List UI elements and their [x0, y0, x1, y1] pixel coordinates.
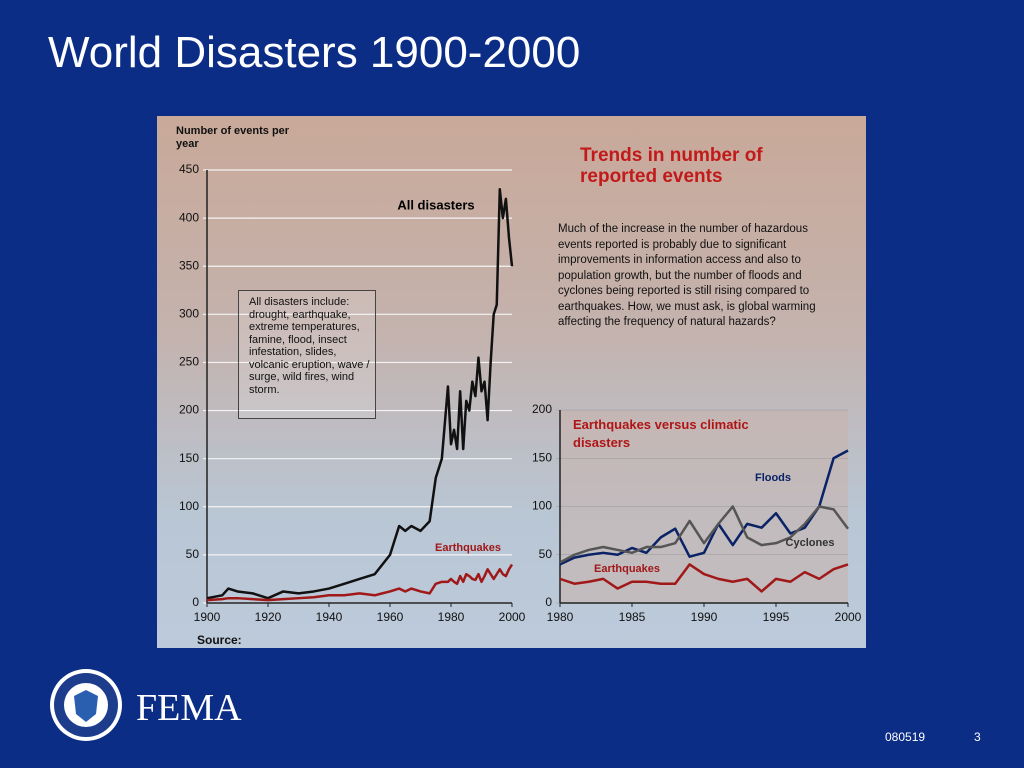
y-tick-label: 150	[179, 451, 199, 465]
seal	[50, 669, 122, 741]
note-box: All disasters include: drought, earthqua…	[238, 290, 376, 419]
x-tick-label: 1900	[194, 610, 221, 624]
series-line	[559, 563, 849, 593]
y-tick-label: 100	[532, 499, 552, 513]
series-line	[206, 563, 514, 602]
y-tick-label: 50	[539, 547, 553, 561]
series-label: Earthquakes	[435, 542, 501, 554]
logo-text: FEMA	[136, 687, 242, 729]
y-tick-label: 0	[545, 595, 552, 609]
y-tick-label: 400	[179, 210, 199, 224]
x-tick-label: 1980	[547, 610, 574, 624]
heading: Trends in number of reported events	[580, 145, 763, 187]
x-tick-label: 1960	[377, 610, 404, 624]
description: Much of the increase in the number of ha…	[558, 223, 816, 328]
series-label: Cyclones	[786, 537, 835, 549]
x-tick-label: 1920	[255, 610, 282, 624]
x-tick-label: 1985	[619, 610, 646, 624]
series-line	[206, 187, 514, 600]
y-tick-label: 200	[179, 403, 199, 417]
x-tick-label: 1995	[763, 610, 790, 624]
y-tick-label: 0	[192, 595, 199, 609]
y-tick-label: 200	[532, 402, 552, 416]
y-tick-label: 100	[179, 499, 199, 513]
y-tick-label: 300	[179, 307, 199, 321]
y-tick-label: 50	[186, 547, 200, 561]
x-tick-label: 2000	[835, 610, 862, 624]
series-label: Earthquakes	[594, 563, 660, 575]
y-tick-label: 450	[179, 162, 199, 176]
inset-title: Earthquakes versus climatic disasters	[573, 417, 749, 450]
x-tick-label: 1940	[316, 610, 343, 624]
source: Source:	[197, 633, 242, 647]
y-tick-label: 350	[179, 258, 199, 272]
series-line	[559, 505, 850, 564]
y-tick-label: 150	[532, 450, 552, 464]
slide-title: World Disasters 1900-2000	[48, 28, 581, 77]
x-tick-label: 1980	[438, 610, 465, 624]
y-tick-label: 250	[179, 355, 199, 369]
page-number: 3	[974, 730, 981, 744]
y-axis-label: Number of events per year	[176, 125, 290, 150]
footer-code: 080519	[885, 730, 926, 744]
series-label: Floods	[755, 472, 791, 484]
x-tick-label: 1990	[691, 610, 718, 624]
x-tick-label: 2000	[499, 610, 526, 624]
series-label: All disasters	[397, 197, 474, 212]
